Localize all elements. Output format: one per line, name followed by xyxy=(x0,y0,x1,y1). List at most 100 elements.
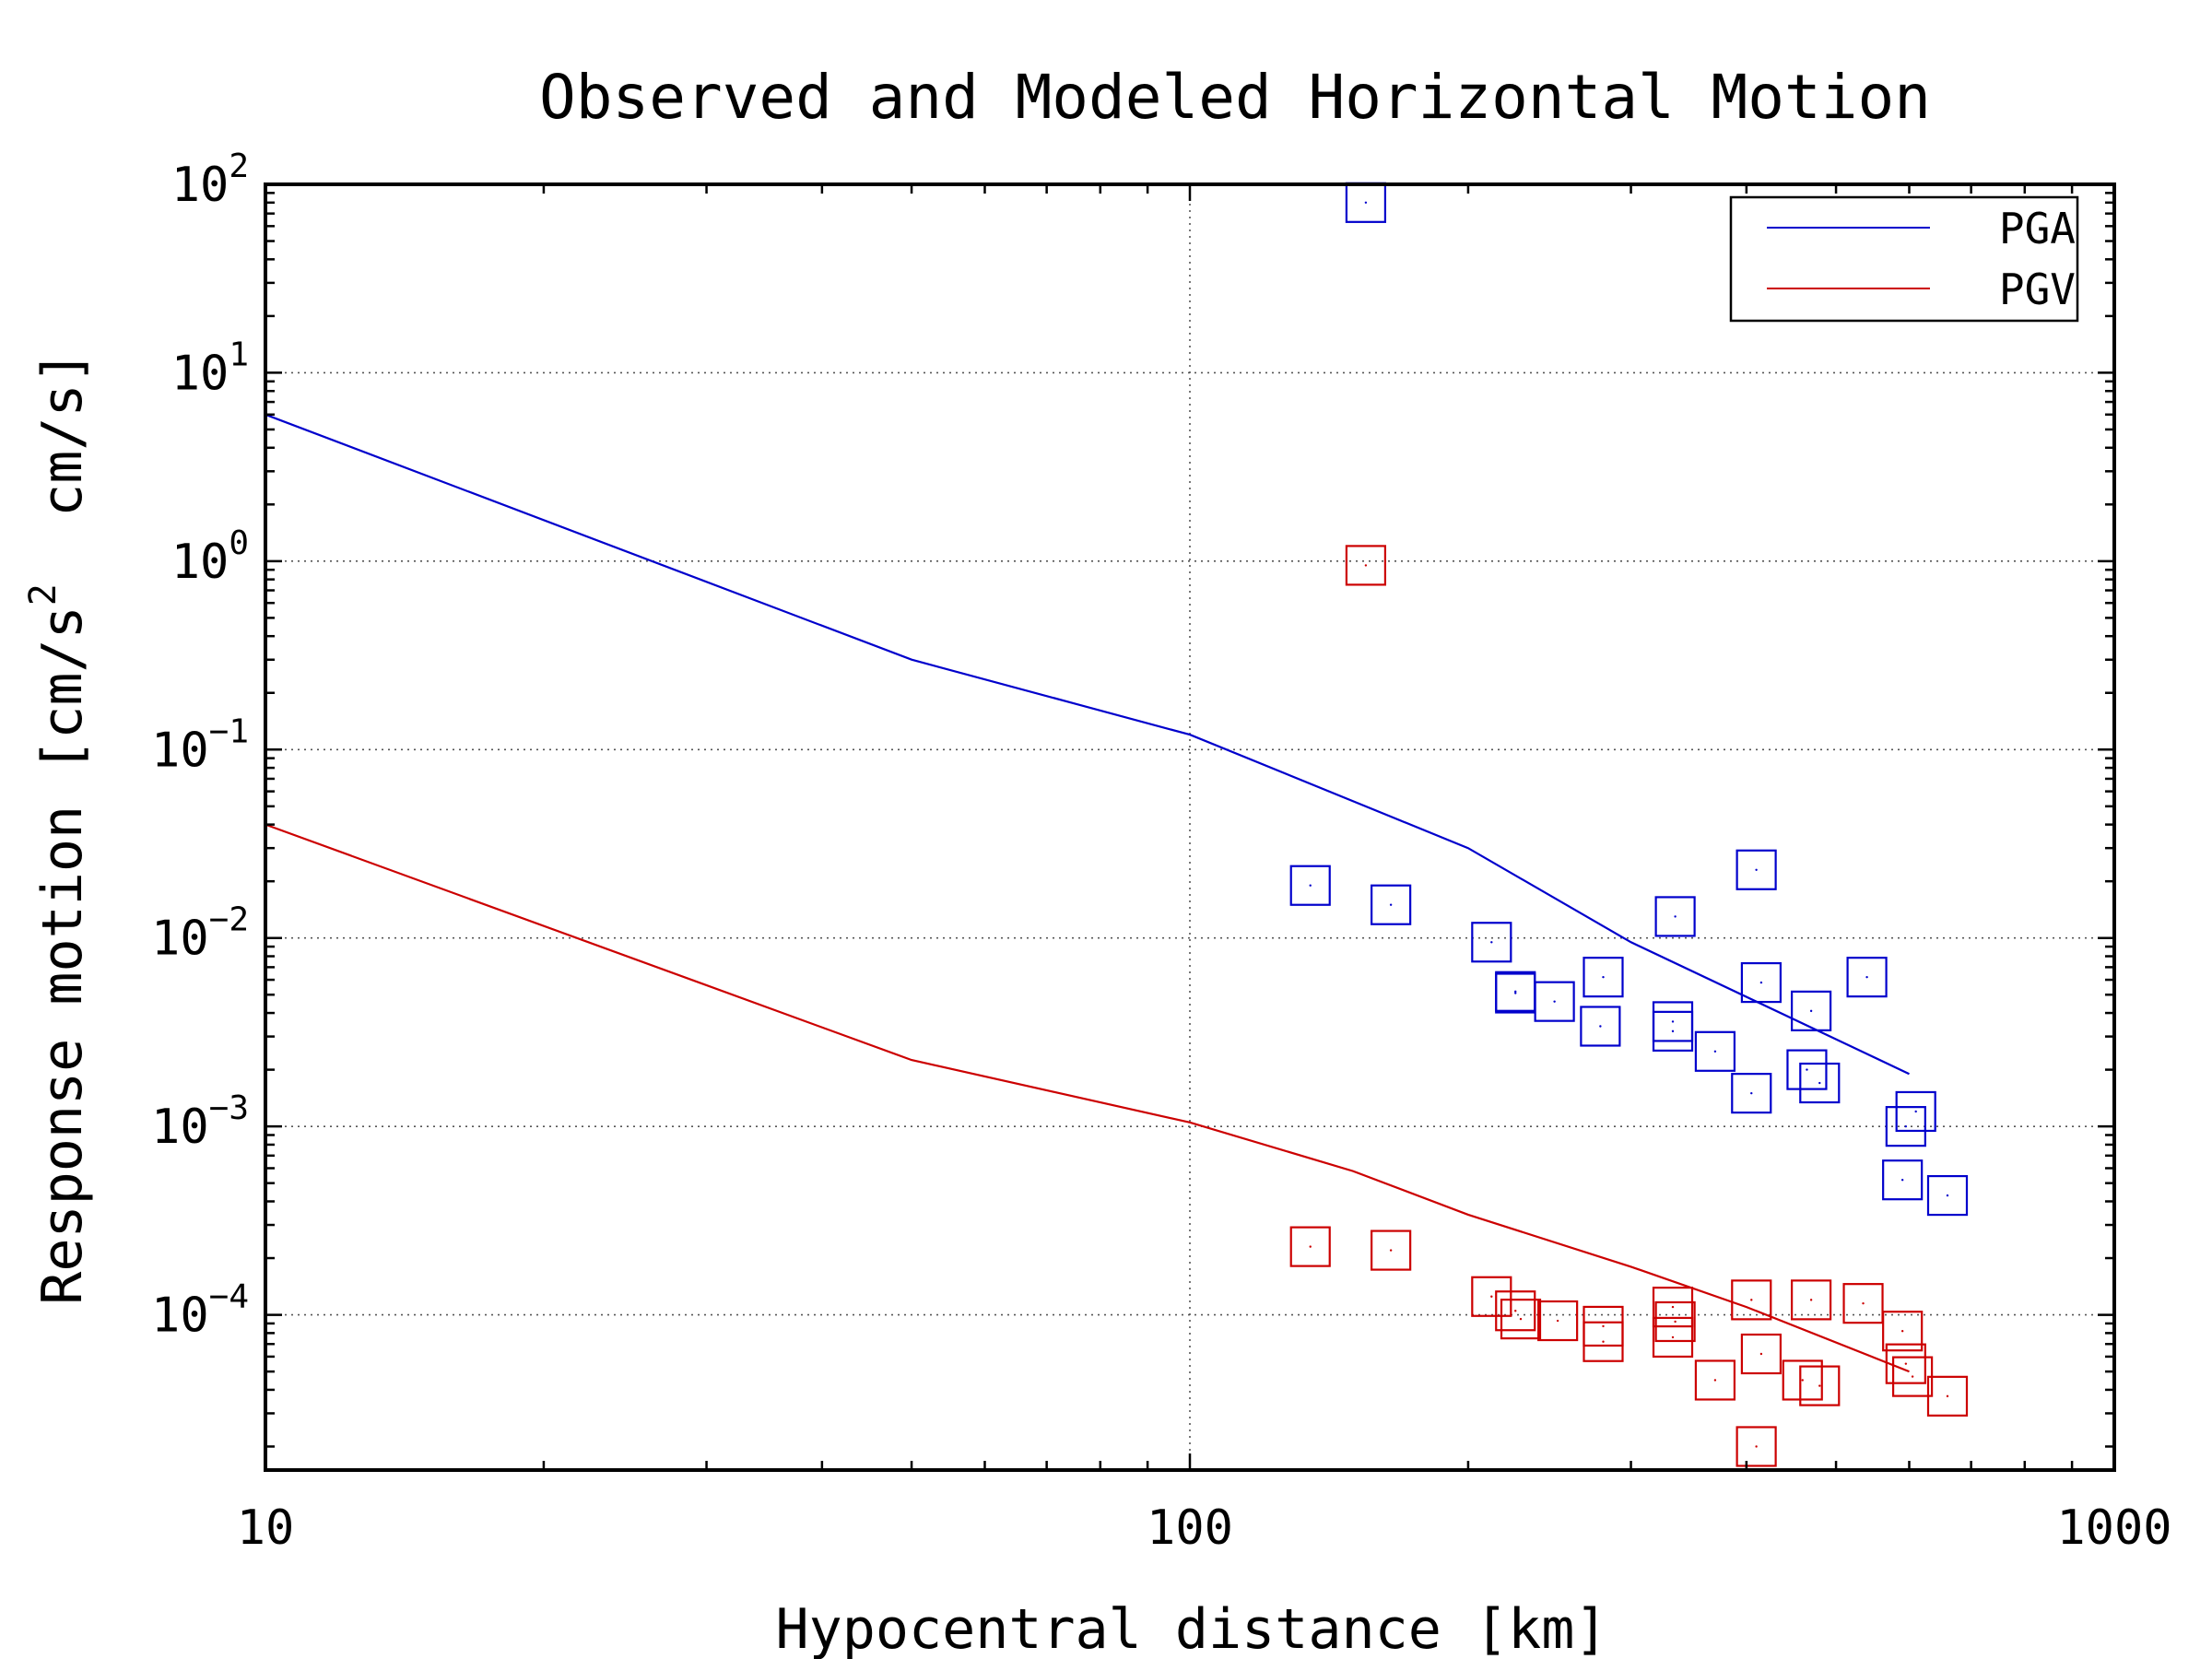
data-point-center-pgv xyxy=(1602,1340,1605,1343)
series-line-pgv xyxy=(265,823,1910,1373)
tick-labels: 10 100 1000 102 101 100 10−1 10−2 10−3 10−4 xyxy=(151,147,2172,1556)
data-point-pgv xyxy=(1537,1300,1579,1342)
data-point-pga xyxy=(1735,849,1777,890)
y-tick-label-3: 10−1 xyxy=(151,712,249,778)
y-axis-label-main: Response motion [cm/s xyxy=(30,606,95,1305)
data-point-center-pga xyxy=(1309,884,1312,887)
data-point-center-pga xyxy=(1750,1091,1753,1095)
data-point-pgv xyxy=(1885,1343,1926,1384)
data-point-center-pgv xyxy=(1713,1379,1717,1382)
data-point-pgv xyxy=(1926,1375,1969,1417)
data-point-center-pgv xyxy=(1818,1384,1821,1387)
legend-label-pgv: PGV xyxy=(1999,265,2076,314)
data-point-pgv xyxy=(1583,1321,1624,1362)
data-point-center-pga xyxy=(1671,1020,1675,1023)
data-point-center-pgv xyxy=(1389,1249,1393,1252)
data-point-pgv xyxy=(1842,1283,1884,1324)
data-point-center-pgv xyxy=(1911,1375,1914,1378)
data-point-pga xyxy=(1786,1049,1828,1090)
data-point-center-pgv xyxy=(1671,1305,1675,1309)
data-point-center-pga xyxy=(1490,941,1493,944)
data-point-pga xyxy=(1846,957,1888,998)
data-point-pgv xyxy=(1735,1426,1777,1467)
data-point-pga xyxy=(1652,1010,1694,1052)
legend-box xyxy=(1729,195,2079,323)
data-point-pga xyxy=(1731,1073,1772,1114)
data-point-pgv xyxy=(1694,1359,1736,1401)
data-point-center-pga xyxy=(1674,915,1677,918)
data-point-pgv xyxy=(1652,1287,1694,1328)
data-point-center-pga xyxy=(1755,868,1758,871)
data-point-center-pgv xyxy=(1904,1362,1908,1365)
axis-ticks xyxy=(264,184,2116,1470)
y-tick-label-1: 101 xyxy=(171,335,249,401)
data-point-center-pga xyxy=(1514,992,1517,994)
data-point-center-pga xyxy=(1553,1000,1556,1003)
legend: PGA PGV xyxy=(1729,195,2079,323)
data-point-center-pgv xyxy=(1519,1317,1523,1321)
y-tick-label-2: 100 xyxy=(171,524,249,590)
x-tick-label-2: 1000 xyxy=(2056,1500,2171,1556)
data-point-center-pgv xyxy=(1364,564,1368,567)
data-point-pgv xyxy=(1782,1359,1823,1401)
data-point-pga xyxy=(1534,981,1575,1022)
data-point-center-pga xyxy=(1946,1194,1949,1197)
data-point-pgv xyxy=(1371,1230,1412,1271)
data-point-center-pga xyxy=(1602,975,1605,979)
data-point-pgv xyxy=(1791,1279,1832,1321)
data-point-center-pga xyxy=(1364,201,1368,205)
data-point-center-pgv xyxy=(1862,1301,1865,1305)
data-point-pga xyxy=(1882,1159,1924,1201)
data-point-pgv xyxy=(1731,1279,1772,1321)
data-point-center-pgv xyxy=(1602,1324,1605,1328)
data-point-pga xyxy=(1371,884,1412,925)
y-axis-label-unit: cm/s] xyxy=(30,350,95,583)
y-axis-label-superscript: 2 xyxy=(22,583,65,606)
series-layer xyxy=(265,182,1969,1467)
data-point-pga xyxy=(1580,1006,1621,1047)
data-point-pga xyxy=(1895,1090,1936,1133)
series-line-pga xyxy=(265,413,1910,1076)
data-point-center-pgv xyxy=(1674,1320,1677,1324)
data-point-center-pgv xyxy=(1809,1299,1813,1301)
data-point-center-pga xyxy=(1514,990,1517,993)
data-point-pga xyxy=(1885,1106,1926,1147)
data-point-pgv xyxy=(1882,1311,1924,1352)
data-point-center-pga xyxy=(1599,1025,1602,1028)
data-point-pga xyxy=(1799,1062,1841,1104)
data-point-center-pga xyxy=(1904,1124,1908,1128)
data-point-center-pga xyxy=(1759,981,1763,984)
data-point-center-pgv xyxy=(1900,1329,1904,1333)
data-point-pga xyxy=(1740,961,1783,1004)
data-point-center-pga xyxy=(1865,975,1868,979)
data-point-center-pgv xyxy=(1750,1299,1753,1301)
y-axis-label: Response motion [cm/s2 cm/s] xyxy=(22,350,95,1305)
data-point-pgv xyxy=(1471,1276,1512,1317)
data-point-center-pgv xyxy=(1755,1445,1758,1448)
data-point-center-pga xyxy=(1713,1050,1717,1053)
x-axis-label: Hypocentral distance [km] xyxy=(775,1597,1607,1659)
data-point-pgv xyxy=(1652,1316,1694,1359)
data-point-center-pga xyxy=(1914,1110,1917,1113)
data-point-center-pgv xyxy=(1946,1394,1949,1398)
data-point-pgv xyxy=(1495,1290,1536,1332)
data-point-center-pgv xyxy=(1801,1379,1804,1382)
data-point-pga xyxy=(1654,896,1696,937)
y-tick-label-6: 10−4 xyxy=(151,1278,249,1344)
data-point-center-pgv xyxy=(1671,1335,1675,1339)
grid xyxy=(265,184,2114,1470)
y-tick-label-5: 10−3 xyxy=(151,1089,249,1155)
data-point-pgv xyxy=(1345,545,1387,586)
data-point-center-pgv xyxy=(1490,1295,1493,1298)
data-point-pga xyxy=(1791,990,1832,1031)
data-point-center-pgv xyxy=(1556,1319,1559,1323)
data-point-center-pga xyxy=(1818,1081,1821,1085)
data-point-center-pga xyxy=(1900,1178,1904,1182)
x-tick-label-0: 10 xyxy=(237,1500,295,1556)
y-tick-label-0: 102 xyxy=(171,147,249,213)
data-point-center-pga xyxy=(1809,1009,1813,1013)
data-point-pgv xyxy=(1799,1365,1841,1406)
data-point-pga xyxy=(1289,865,1331,906)
chart-title: Observed and Modeled Horizontal Motion xyxy=(539,62,1931,133)
